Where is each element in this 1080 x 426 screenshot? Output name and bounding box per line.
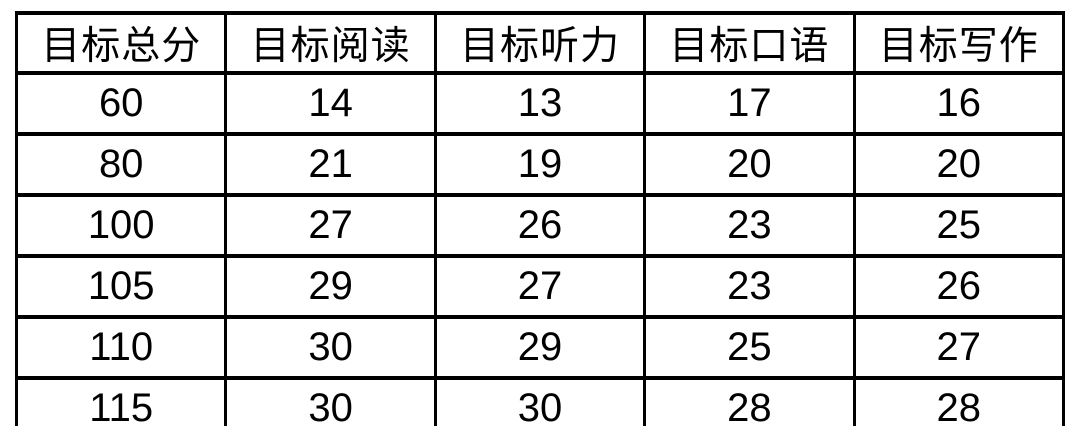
table-cell-writing: 26	[852, 254, 1066, 319]
table-cell-speaking: 23	[643, 193, 856, 258]
column-header-target-listening: 目标听力	[433, 11, 647, 75]
header-row: 目标总分 目标阅读 目标听力 目标口语 目标写作	[14, 11, 1066, 75]
table-cell-total: 60	[14, 71, 228, 136]
table-cell-writing: 28	[852, 376, 1066, 426]
table-cell-reading: 21	[224, 132, 437, 197]
table-cell-listening: 26	[433, 193, 647, 258]
table-cell-total: 105	[14, 254, 228, 319]
table-cell-reading: 30	[224, 315, 437, 380]
column-header-target-reading: 目标阅读	[224, 11, 437, 75]
column-header-target-writing: 目标写作	[852, 11, 1066, 75]
table-cell-speaking: 17	[643, 71, 856, 136]
table-cell-reading: 30	[224, 376, 437, 426]
table-row: 80 21 19 20 20	[14, 132, 1066, 197]
table-cell-writing: 20	[852, 132, 1066, 197]
target-scores-table: 目标总分 目标阅读 目标听力 目标口语 目标写作 60 14 13 17 16 …	[14, 11, 1066, 426]
table-cell-total: 115	[14, 376, 228, 426]
table-cell-speaking: 23	[643, 254, 856, 319]
column-header-target-total: 目标总分	[14, 11, 228, 75]
table-cell-reading: 14	[224, 71, 437, 136]
table-cell-speaking: 28	[643, 376, 856, 426]
table-cell-writing: 27	[852, 315, 1066, 380]
table-cell-speaking: 25	[643, 315, 856, 380]
table-cell-speaking: 20	[643, 132, 856, 197]
table-row: 60 14 13 17 16	[14, 71, 1066, 136]
table-cell-reading: 27	[224, 193, 437, 258]
table-row: 115 30 30 28 28	[14, 376, 1066, 426]
table-cell-listening: 27	[433, 254, 647, 319]
table-cell-total: 80	[14, 132, 228, 197]
table-cell-listening: 30	[433, 376, 647, 426]
column-header-target-speaking: 目标口语	[643, 11, 856, 75]
table-row: 110 30 29 25 27	[14, 315, 1066, 380]
table-row: 105 29 27 23 26	[14, 254, 1066, 319]
table-cell-listening: 19	[433, 132, 647, 197]
table-cell-writing: 25	[852, 193, 1066, 258]
table-cell-listening: 13	[433, 71, 647, 136]
table-row: 100 27 26 23 25	[14, 193, 1066, 258]
table-cell-total: 110	[14, 315, 228, 380]
table-cell-reading: 29	[224, 254, 437, 319]
table-cell-listening: 29	[433, 315, 647, 380]
table-cell-total: 100	[14, 193, 228, 258]
table-cell-writing: 16	[852, 71, 1066, 136]
